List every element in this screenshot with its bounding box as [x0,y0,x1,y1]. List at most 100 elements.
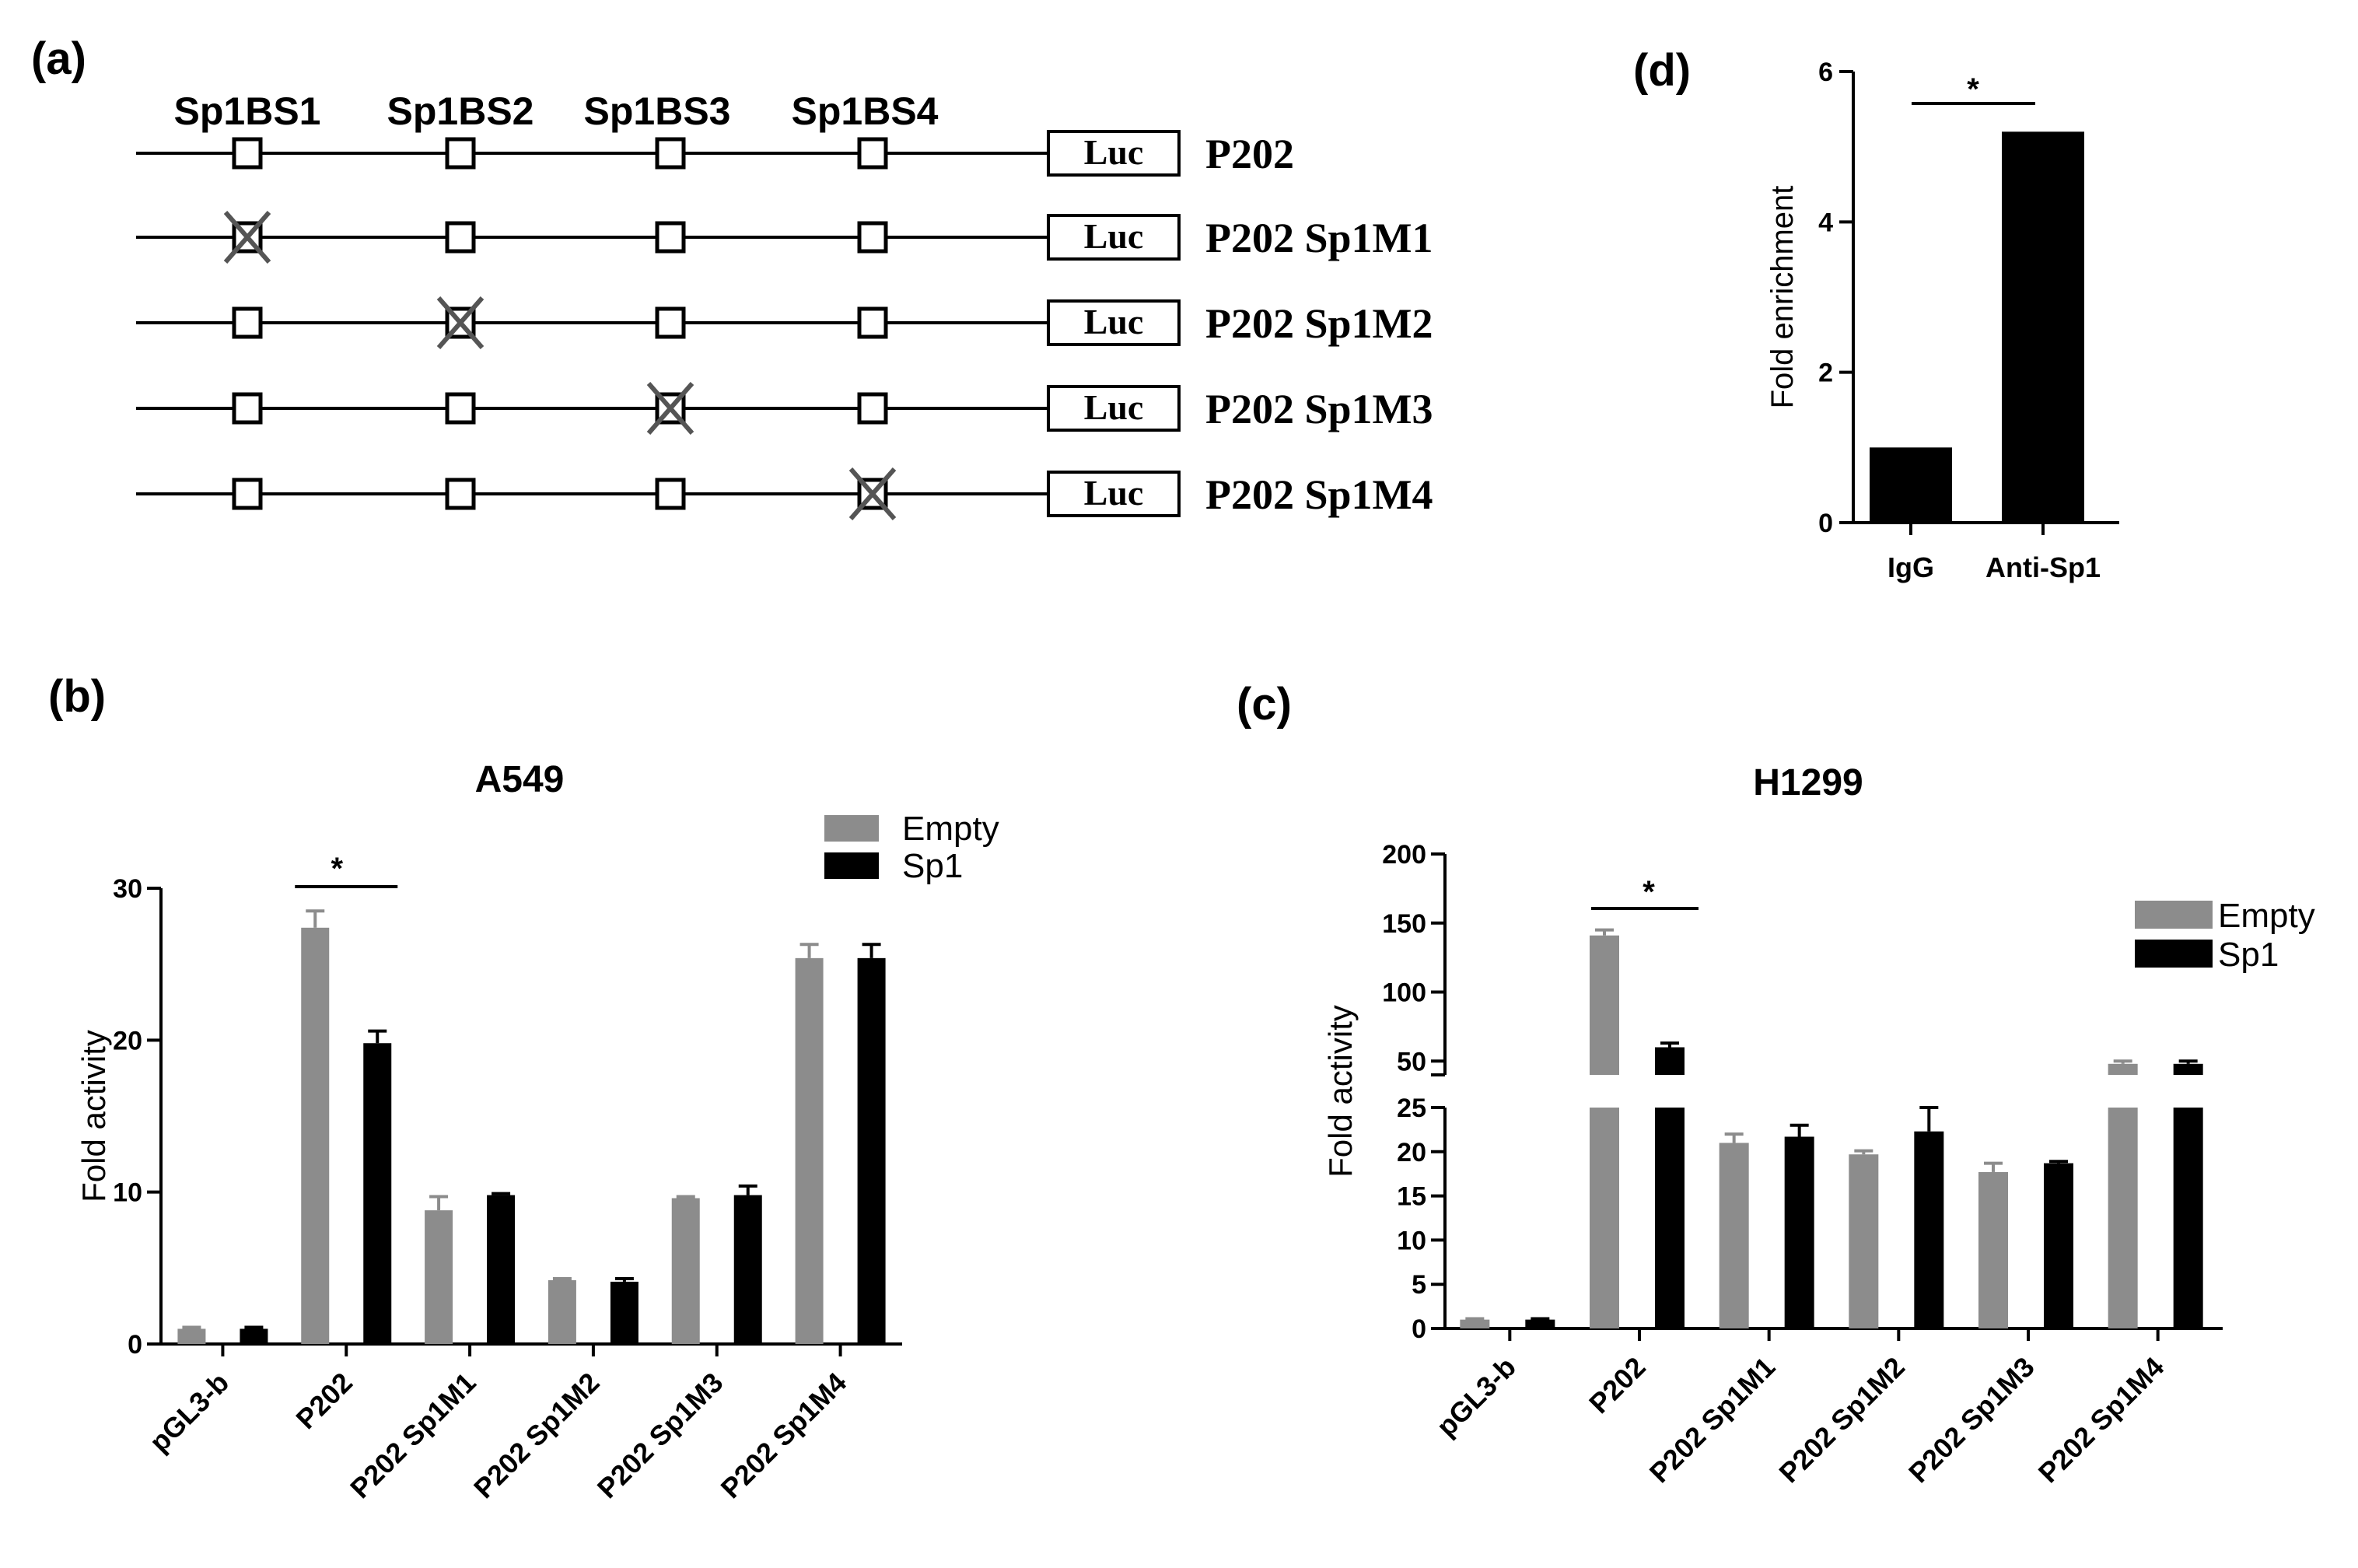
bar-anti-sp1 [2002,131,2084,523]
x-tick-label-p202-sp1m2: P202 Sp1M2 [467,1367,606,1505]
x-tick-label-p202: P202 [1583,1351,1651,1419]
bar-sp1-p202-lower [1655,1108,1685,1328]
y-tick-label: 15 [1397,1182,1426,1212]
luciferase-box [1047,385,1181,432]
legend-label-sp1: Sp1 [2218,936,2279,974]
sp1-site-box [445,137,476,170]
bar-igg [1870,447,1952,523]
y-tick-label: 150 [1382,909,1426,939]
construct-name-p202-sp1m1: P202 Sp1M1 [1205,215,1433,261]
sp1-site-box [857,137,888,170]
sp1-site-box [655,137,686,170]
y-tick-label: 0 [1818,509,1833,538]
chart-title: H1299 [1753,762,1863,803]
y-tick-label: 20 [113,1026,142,1055]
legend-swatch-sp1 [2135,940,2213,968]
x-tick-label-p202-sp1m3: P202 Sp1M3 [1902,1351,2041,1489]
sp1-site-box [232,137,263,170]
legend-label-empty: Empty [902,810,999,848]
sp1-site-box [445,478,476,510]
x-tick-label-anti-sp1: Anti-Sp1 [1985,551,2101,583]
site-label-sp1bs1: Sp1BS1 [174,89,321,133]
sp1-site-box [232,478,263,510]
promoter-diagram: Sp1BS1 Sp1BS2 Sp1BS3 Sp1BS4 Luc P202 Luc P202 S… [136,89,1433,520]
y-tick-label: 50 [1397,1047,1426,1076]
luciferase-label: Luc [1084,216,1144,256]
mutation-cross [223,211,271,264]
legend-swatch-empty [824,815,879,842]
bar-empty-p202-sp1m3 [671,1198,700,1344]
y-tick-label: 0 [128,1330,142,1360]
luciferase-label: Luc [1084,387,1144,427]
sp1-site-box [445,392,476,425]
panel-label-a: (a) [31,33,86,84]
x-tick-label-p202-sp1m1: P202 Sp1M1 [344,1367,482,1505]
y-axis-label: Fold enrichment [1765,186,1800,409]
x-tick-label-igg: IgG [1887,551,1934,583]
y-tick-label: 20 [1397,1138,1426,1167]
bar-sp1-p202-upper [1655,1047,1685,1075]
bar-empty-p202-lower [1590,1108,1619,1328]
panel-label-b: (b) [48,671,106,722]
chart-chip-enrichment: Fold enrichment 0 2 4 6 IgG Anti-Sp1 * [1765,58,2119,583]
y-tick-label: 2 [1818,359,1833,388]
legend-label-sp1: Sp1 [902,847,963,885]
bar-empty-pgl3-b [177,1328,206,1344]
bar-empty-p202-sp1m1 [425,1210,453,1344]
x-tick-label-p202-sp1m2: P202 Sp1M2 [1772,1351,1911,1489]
sp1-site-box [445,221,476,254]
bar-sp1-p202 [363,1043,392,1344]
legend-swatch-sp1 [824,852,879,879]
luciferase-box [1047,471,1181,517]
site-label-sp1bs3: Sp1BS3 [584,89,731,133]
sp1-site-box [655,478,686,510]
bar-empty-pgl3-b [1460,1319,1490,1328]
y-tick-label: 30 [113,874,142,904]
legend-label-empty: Empty [2218,897,2315,935]
y-tick-label: 10 [1397,1226,1426,1255]
y-tick-label: 200 [1382,840,1426,870]
y-tick-label: 10 [113,1178,142,1208]
luciferase-box [1047,214,1181,261]
sp1-site-box [232,306,263,339]
site-label-sp1bs4: Sp1BS4 [792,89,939,133]
y-axis-label: Fold activity [1322,1005,1359,1178]
construct-name-p202: P202 [1205,131,1294,177]
chart-title: A549 [475,759,565,800]
significance-star: * [1643,875,1655,909]
construct-name-p202-sp1m2: P202 Sp1M2 [1205,300,1433,347]
site-label-sp1bs2: Sp1BS2 [387,89,534,133]
luciferase-box [1047,130,1181,177]
luciferase-label: Luc [1084,132,1144,172]
sp1-site-box [857,221,888,254]
y-tick-label: 4 [1818,208,1833,237]
sp1-site-box [857,306,888,339]
bar-empty-p202-sp1m1 [1719,1143,1749,1328]
bar-sp1-p202-sp1m2 [1914,1131,1944,1328]
bar-sp1-p202-sp1m1 [1784,1136,1814,1328]
significance-star: * [1967,72,1979,107]
x-tick-label-p202-sp1m3: P202 Sp1M3 [591,1367,729,1505]
significance-star: * [331,852,343,886]
y-axis-label: Fold activity [75,1030,112,1202]
mutation-cross [436,296,485,349]
sp1-site-box [232,392,263,425]
bar-empty-p202-sp1m2 [1849,1154,1879,1328]
sp1-site-box [655,221,686,254]
y-tick-label: 5 [1412,1270,1426,1300]
bar-empty-p202-upper [1590,935,1619,1075]
mutation-cross [848,467,897,520]
bar-sp1-p202-sp1m3 [733,1195,762,1344]
y-tick-label: 6 [1818,58,1833,87]
panel-label-c: (c) [1237,679,1292,730]
luciferase-label: Luc [1084,473,1144,513]
luciferase-label: Luc [1084,302,1144,341]
x-tick-label-pgl3-b: pGL3-b [143,1367,235,1458]
bar-sp1-p202-sp1m4-upper [2173,1063,2203,1075]
sp1-site-box [655,306,686,339]
y-tick-label: 25 [1397,1094,1426,1123]
x-tick-label-p202-sp1m4: P202 Sp1M4 [2032,1351,2171,1489]
luciferase-box [1047,299,1181,346]
